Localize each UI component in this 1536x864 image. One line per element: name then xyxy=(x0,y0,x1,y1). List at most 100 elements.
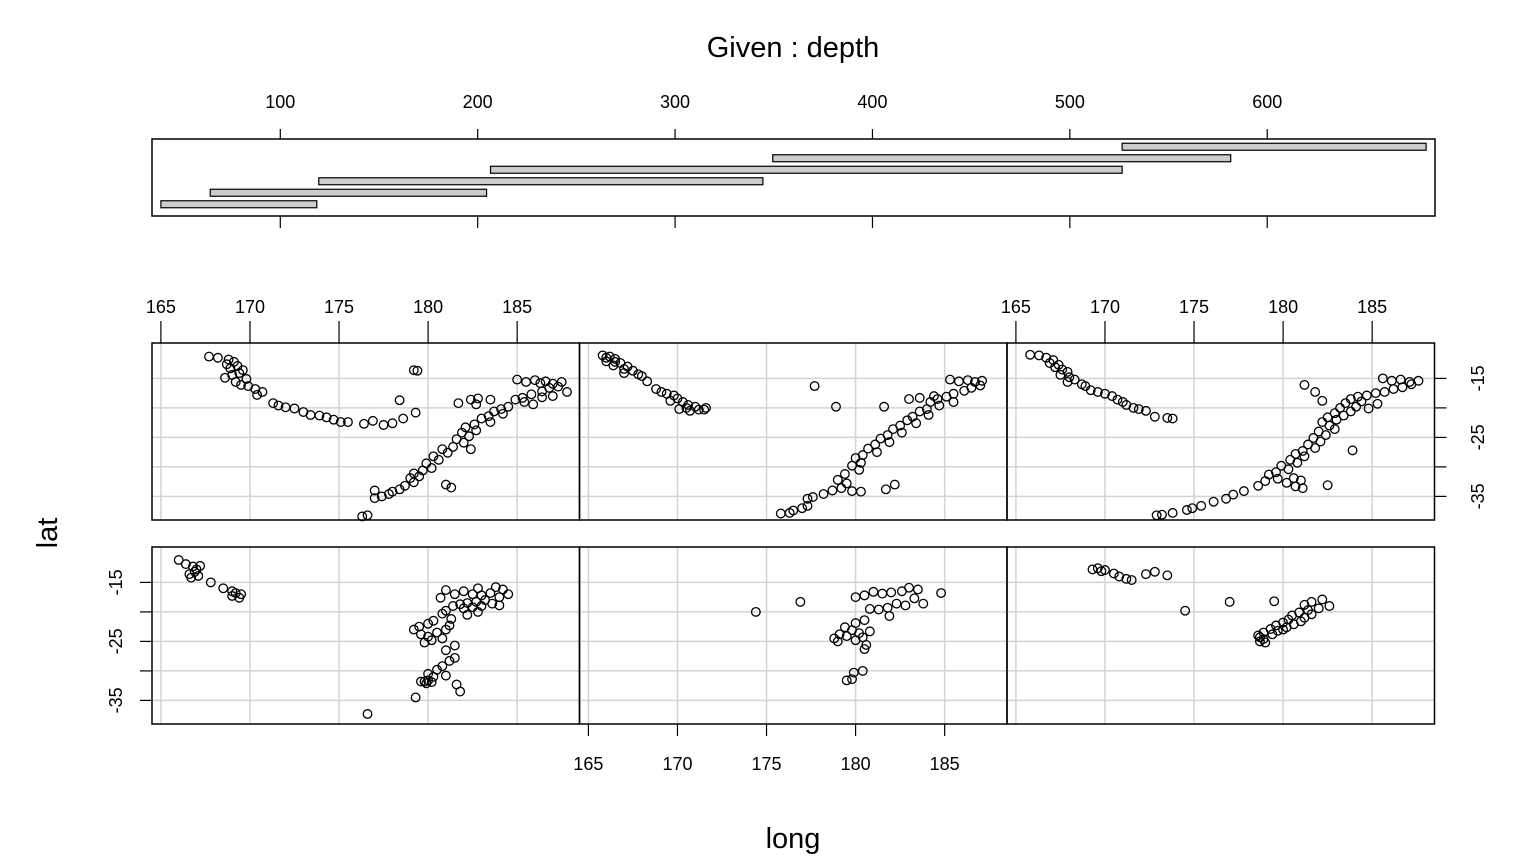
data-point xyxy=(1181,505,1192,515)
data-point xyxy=(834,629,845,640)
data-point xyxy=(1370,388,1381,399)
data-point xyxy=(959,385,970,396)
data-point xyxy=(476,413,487,424)
data-point xyxy=(289,403,300,414)
data-point xyxy=(1100,388,1110,399)
data-point xyxy=(1167,507,1178,518)
data-point xyxy=(1151,510,1162,521)
x-axis-label: long xyxy=(766,823,821,855)
data-point xyxy=(1050,362,1061,373)
data-point xyxy=(896,427,907,438)
data-point xyxy=(948,397,959,407)
data-point xyxy=(428,451,439,462)
data-point xyxy=(921,404,932,415)
data-point xyxy=(1157,509,1167,520)
data-point xyxy=(855,457,866,468)
data-point xyxy=(1025,349,1036,360)
data-point xyxy=(494,592,505,603)
data-point xyxy=(369,493,380,504)
data-point xyxy=(487,598,498,609)
given-interval-bar xyxy=(160,200,318,209)
data-point xyxy=(841,631,852,642)
data-point xyxy=(458,586,469,597)
data-point xyxy=(857,665,868,676)
scatter-panel-frame xyxy=(578,546,1008,725)
data-point xyxy=(610,356,621,367)
data-point xyxy=(1388,384,1399,394)
data-point xyxy=(1162,570,1173,581)
data-point xyxy=(432,627,442,638)
data-point xyxy=(1085,385,1096,396)
data-point xyxy=(191,564,202,575)
data-point xyxy=(1057,364,1068,375)
data-point xyxy=(904,394,914,405)
data-point xyxy=(519,397,530,407)
data-point xyxy=(918,598,929,609)
data-point xyxy=(359,418,369,429)
data-point xyxy=(1041,352,1052,363)
x-axis-tick-label: 165 xyxy=(146,297,176,317)
data-point xyxy=(1272,473,1283,484)
data-point xyxy=(684,405,695,416)
x-axes: 165 170 175 180 185 165 170 175 180 185 165 170 175 1… xyxy=(146,297,1387,774)
data-point xyxy=(914,392,925,403)
data-point xyxy=(831,401,841,412)
given-axis-tick-label: 600 xyxy=(1252,92,1282,112)
data-point xyxy=(483,411,494,422)
data-point xyxy=(888,424,898,435)
data-point xyxy=(212,352,223,363)
given-interval-bar xyxy=(489,165,1123,174)
data-point xyxy=(1140,569,1151,580)
x-axis-tick-label: 175 xyxy=(324,297,354,317)
data-point xyxy=(446,482,457,493)
data-point xyxy=(394,395,405,406)
x-axis-tick-label: 175 xyxy=(1179,297,1209,317)
data-point xyxy=(672,393,683,404)
data-point xyxy=(440,645,451,656)
data-point xyxy=(1347,445,1358,456)
data-point xyxy=(205,577,216,588)
data-point xyxy=(1272,625,1283,636)
data-point xyxy=(1149,566,1160,577)
data-point xyxy=(410,407,421,418)
data-point xyxy=(186,572,197,583)
scatter-panel xyxy=(578,546,1008,725)
data-point xyxy=(847,460,857,471)
data-point xyxy=(1406,379,1417,390)
given-intervals xyxy=(160,142,1427,209)
data-point xyxy=(342,417,353,428)
data-point xyxy=(421,678,432,689)
given-interval-bar xyxy=(318,177,764,186)
given-interval-bar xyxy=(209,188,488,197)
data-point xyxy=(1278,624,1289,635)
data-point xyxy=(335,417,346,428)
x-axis-tick-label: 180 xyxy=(841,754,871,774)
data-point xyxy=(864,604,875,614)
data-point xyxy=(941,391,952,402)
data-point xyxy=(1331,414,1342,425)
data-point xyxy=(1062,376,1073,387)
data-point xyxy=(462,609,473,620)
scatter-panel-frame xyxy=(578,342,1008,521)
data-point xyxy=(1281,477,1292,488)
data-point xyxy=(369,485,380,496)
scatter-panel xyxy=(151,546,581,725)
data-point xyxy=(1283,464,1294,475)
data-point xyxy=(314,410,325,421)
data-point xyxy=(854,464,865,475)
data-point xyxy=(601,352,612,363)
data-point xyxy=(408,624,419,635)
data-point xyxy=(909,593,920,604)
data-point xyxy=(1377,373,1388,384)
data-point xyxy=(934,400,945,411)
data-point xyxy=(268,398,279,409)
data-point xyxy=(440,479,451,490)
data-point xyxy=(464,431,475,442)
data-point xyxy=(204,351,214,362)
data-point xyxy=(850,592,861,603)
data-point xyxy=(1345,406,1356,417)
data-point xyxy=(1253,480,1264,491)
data-point xyxy=(1269,596,1280,607)
scatter-panel xyxy=(578,342,1008,521)
data-point xyxy=(485,394,496,405)
